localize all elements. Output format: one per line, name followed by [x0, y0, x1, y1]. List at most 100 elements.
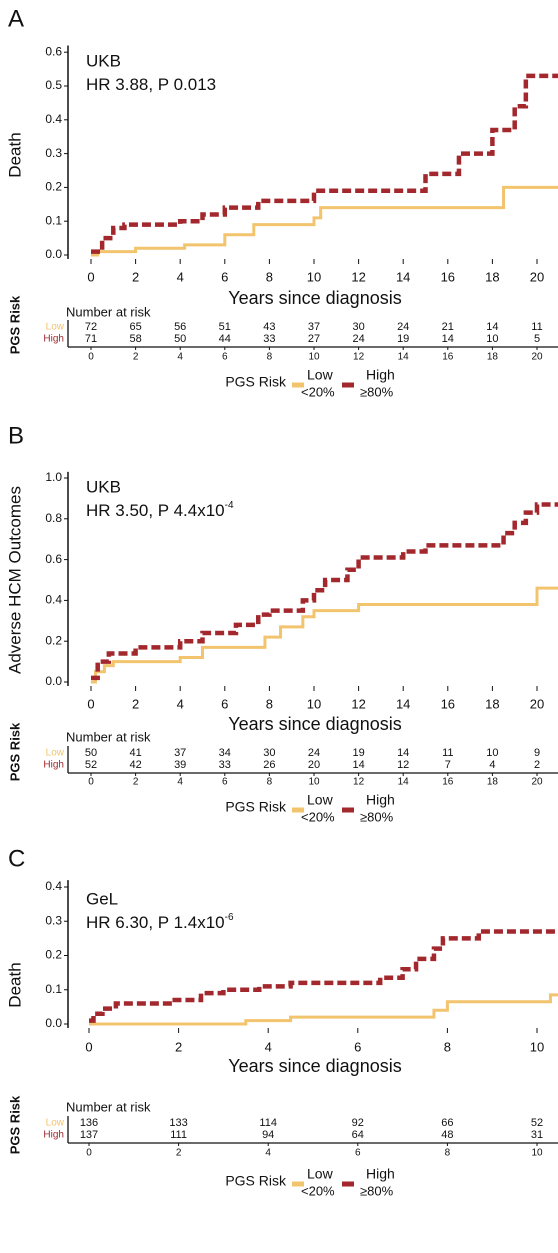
x-tick-label: 0 — [87, 269, 94, 284]
subtitle-text: HR 6.30, P 1.4x10 — [86, 913, 225, 932]
km-curve — [89, 929, 558, 1023]
risk-tick-label: 2 — [133, 352, 139, 363]
y-axis-label: Death — [5, 132, 24, 177]
risk-table-title: Number at risk — [66, 729, 151, 744]
risk-tick-label: 14 — [398, 777, 410, 788]
legend-title: PGS Risk — [225, 799, 287, 815]
risk-count: 72 — [85, 321, 97, 333]
risk-count: 27 — [308, 333, 320, 345]
x-tick-label: 18 — [485, 696, 499, 711]
y-axis-label: Adverse HCM Outcomes — [5, 486, 24, 674]
risk-count: 30 — [263, 747, 275, 759]
risk-count: 39 — [174, 759, 186, 771]
legend-label: Low — [307, 367, 334, 383]
panel-letter: A — [8, 5, 24, 32]
legend-label: High — [366, 367, 395, 383]
risk-count: 10 — [486, 333, 498, 345]
x-tick-label: 18 — [485, 269, 499, 284]
x-tick-label: 2 — [132, 696, 139, 711]
risk-count: 26 — [263, 759, 275, 771]
annotation: UKB — [86, 477, 121, 496]
y-tick-label: 0.3 — [45, 913, 62, 927]
risk-row-name: Low — [46, 322, 65, 333]
y-tick-label: 0.4 — [45, 879, 62, 893]
risk-tick-label: 4 — [177, 777, 183, 788]
risk-count: 50 — [85, 747, 97, 759]
risk-count: 51 — [219, 321, 231, 333]
risk-tick-label: 10 — [531, 1148, 543, 1159]
risk-tick-label: 4 — [265, 1148, 271, 1159]
subtitle-text: HR 3.50, P 4.4x10 — [86, 501, 225, 520]
risk-tick-label: 12 — [353, 352, 365, 363]
legend-label: High — [366, 792, 395, 808]
risk-count: 48 — [441, 1129, 453, 1141]
subtitle-text: HR 3.88, P 0.013 — [86, 75, 216, 94]
risk-tick-label: 8 — [267, 352, 273, 363]
subtitle-superscript: -4 — [225, 500, 234, 511]
risk-tick-label: 14 — [398, 352, 410, 363]
x-tick-label: 4 — [265, 1039, 272, 1054]
risk-count: 19 — [397, 333, 409, 345]
risk-count: 33 — [263, 333, 275, 345]
y-tick-label: 0.4 — [45, 112, 62, 126]
x-tick-label: 6 — [354, 1039, 361, 1054]
y-tick-label: 0.0 — [45, 1016, 62, 1030]
risk-count: 136 — [80, 1117, 98, 1129]
y-tick-label: 0.1 — [45, 213, 62, 227]
risk-tick-label: 18 — [487, 352, 499, 363]
risk-tick-label: 8 — [267, 777, 273, 788]
risk-tick-label: 0 — [88, 352, 94, 363]
risk-table-label: PGS Risk — [7, 295, 22, 354]
risk-count: 19 — [352, 747, 364, 759]
subtitle-superscript: -6 — [225, 912, 234, 923]
risk-tick-label: 18 — [487, 777, 499, 788]
risk-count: 11 — [442, 747, 453, 759]
risk-tick-label: 2 — [133, 777, 139, 788]
risk-count: 12 — [397, 759, 409, 771]
risk-count: 58 — [129, 333, 141, 345]
risk-tick-label: 20 — [531, 777, 543, 788]
legend-range: ≥80% — [360, 384, 394, 399]
risk-count: 52 — [531, 1117, 543, 1129]
risk-count: 24 — [308, 747, 320, 759]
x-tick-label: 8 — [266, 269, 273, 284]
x-tick-label: 2 — [132, 269, 139, 284]
x-tick-label: 6 — [221, 696, 228, 711]
risk-tick-label: 16 — [442, 777, 454, 788]
x-tick-label: 16 — [441, 269, 455, 284]
x-tick-label: 14 — [396, 696, 410, 711]
km-curve — [89, 993, 558, 1026]
risk-table-title: Number at risk — [66, 304, 151, 319]
km-curve — [91, 586, 558, 684]
risk-count: 64 — [352, 1129, 364, 1141]
y-tick-label: 0.6 — [45, 552, 62, 566]
risk-count: 11 — [531, 321, 542, 333]
legend-title: PGS Risk — [225, 374, 287, 390]
risk-count: 71 — [85, 333, 97, 345]
y-tick-label: 0.4 — [45, 593, 62, 607]
risk-row-name: Low — [46, 1118, 65, 1129]
risk-tick-label: 0 — [86, 1148, 92, 1159]
subtitle: HR 6.30, P 1.4x10-6 — [86, 912, 234, 933]
x-tick-label: 12 — [351, 696, 365, 711]
km-curve — [91, 185, 558, 257]
risk-tick-label: 6 — [222, 777, 228, 788]
risk-count: 66 — [441, 1117, 453, 1129]
x-tick-label: 4 — [177, 696, 184, 711]
risk-count: 37 — [308, 321, 320, 333]
risk-count: 133 — [169, 1117, 187, 1129]
risk-count: 14 — [397, 747, 409, 759]
risk-count: 37 — [174, 747, 186, 759]
risk-count: 114 — [259, 1117, 277, 1129]
risk-count: 43 — [263, 321, 275, 333]
risk-row-name: Low — [46, 748, 65, 759]
risk-count: 31 — [531, 1129, 543, 1141]
y-tick-label: 0.6 — [45, 44, 62, 58]
risk-tick-label: 6 — [222, 352, 228, 363]
risk-count: 14 — [352, 759, 364, 771]
y-tick-label: 0.0 — [45, 247, 62, 261]
y-tick-label: 0.3 — [45, 146, 62, 160]
risk-tick-label: 2 — [176, 1148, 182, 1159]
risk-count: 33 — [219, 759, 231, 771]
